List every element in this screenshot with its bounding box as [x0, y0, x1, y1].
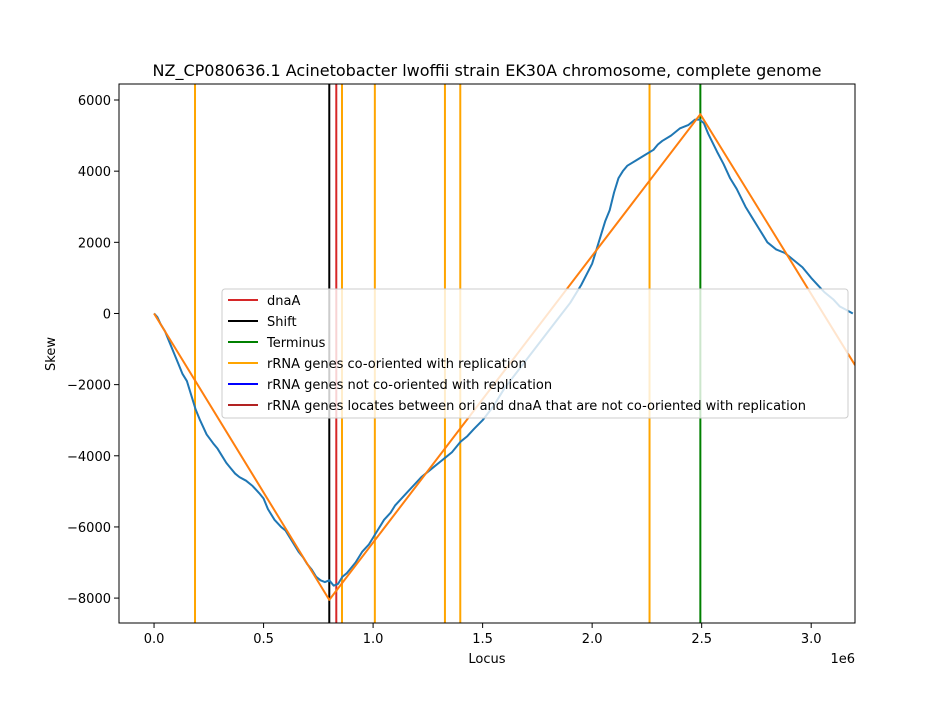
y-tick-label: −6000 — [67, 521, 111, 536]
x-axis-label: Locus — [468, 652, 505, 667]
y-tick-label: 4000 — [78, 165, 111, 180]
y-tick-label: −2000 — [67, 379, 111, 394]
legend-label: rRNA genes locates between ori and dnaA … — [267, 399, 806, 414]
y-tick-label: 0 — [103, 307, 111, 322]
y-tick-label: −8000 — [67, 592, 111, 607]
legend-box — [221, 288, 849, 419]
x-tick-label: 0.5 — [253, 632, 274, 647]
y-tick-label: −4000 — [67, 450, 111, 465]
legend-label: Terminus — [266, 336, 326, 351]
plot-frame — [118, 83, 856, 624]
y-tick-label: 2000 — [78, 236, 111, 251]
x-tick-label: 0.0 — [144, 632, 165, 647]
legend-label: rRNA genes not co-oriented with replicat… — [267, 378, 552, 393]
x-tick-label: 2.5 — [691, 632, 712, 647]
x-offset-label: 1e6 — [830, 652, 855, 667]
y-tick-label: 6000 — [78, 94, 111, 109]
x-tick-label: 1.0 — [363, 632, 384, 647]
x-tick-label: 3.0 — [801, 632, 822, 647]
series-line-0 — [153, 118, 854, 587]
x-tick-label: 1.5 — [472, 632, 493, 647]
legend-label: dnaA — [267, 294, 300, 309]
chart-title: NZ_CP080636.1 Acinetobacter lwoffii stra… — [153, 61, 822, 81]
legend-label: rRNA genes co-oriented with replication — [267, 357, 527, 372]
y-axis-label: Skew — [44, 337, 59, 371]
legend-label: Shift — [267, 315, 297, 330]
x-tick-label: 2.0 — [582, 632, 603, 647]
